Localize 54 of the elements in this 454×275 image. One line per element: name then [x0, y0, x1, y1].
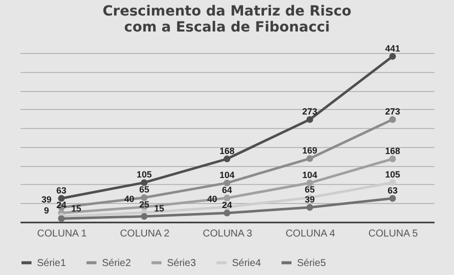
text: com a Escala de Fibonacci [124, 19, 330, 36]
point [224, 194, 230, 202]
point [306, 116, 314, 123]
point [224, 180, 230, 186]
data-label: 104 [302, 170, 318, 180]
text: Crescimento da Matriz de Risco [102, 3, 352, 20]
point [389, 53, 396, 60]
x-tick-label: COLUNA 2 [120, 228, 170, 240]
data-label: 105 [136, 170, 152, 180]
point [306, 204, 314, 211]
data-label: 24 [222, 200, 232, 210]
legend-label: Série5 [297, 258, 326, 269]
data-label: 9 [44, 206, 50, 216]
x-tick-label: COLUNA 3 [202, 228, 253, 240]
data-label: 169 [302, 146, 318, 156]
data-label: 65 [304, 184, 315, 195]
point [140, 194, 148, 201]
point [306, 180, 314, 186]
data-label: 64 [222, 184, 232, 195]
point [58, 194, 65, 202]
data-label: 15 [71, 203, 82, 214]
legend-label: Série2 [102, 258, 132, 269]
data-label: 39 [304, 194, 315, 204]
data-label: 168 [385, 146, 400, 156]
data-label: 168 [219, 146, 235, 156]
data-label: 24 [56, 200, 66, 210]
data-label: 63 [56, 185, 66, 196]
data-label: 273 [302, 106, 318, 116]
data-label: 25 [139, 200, 150, 210]
data-label: 40 [207, 194, 218, 204]
data-label: 63 [388, 185, 398, 196]
data-label: 441 [385, 43, 400, 54]
point [140, 213, 148, 220]
data-label: 273 [385, 106, 400, 116]
point [389, 194, 396, 202]
data-label: 40 [124, 194, 134, 204]
legend-label: Série1 [37, 258, 66, 269]
x-tick-label: COLUNA 5 [368, 228, 418, 240]
data-label: 15 [154, 203, 164, 214]
x-tick-label: COLUNA 1 [37, 228, 88, 240]
point [389, 116, 396, 123]
point [224, 156, 230, 162]
point [306, 155, 314, 162]
point [140, 179, 148, 186]
x-tick-label: COLUNA 4 [286, 228, 336, 240]
point [224, 210, 230, 216]
data-label: 105 [385, 170, 400, 180]
point [389, 179, 396, 186]
data-label: 104 [219, 170, 235, 180]
data-label: 65 [139, 184, 150, 195]
legend-label: Série3 [167, 258, 196, 269]
legend-label: Série4 [232, 258, 262, 269]
data-label: 39 [41, 194, 52, 204]
point [389, 156, 396, 162]
